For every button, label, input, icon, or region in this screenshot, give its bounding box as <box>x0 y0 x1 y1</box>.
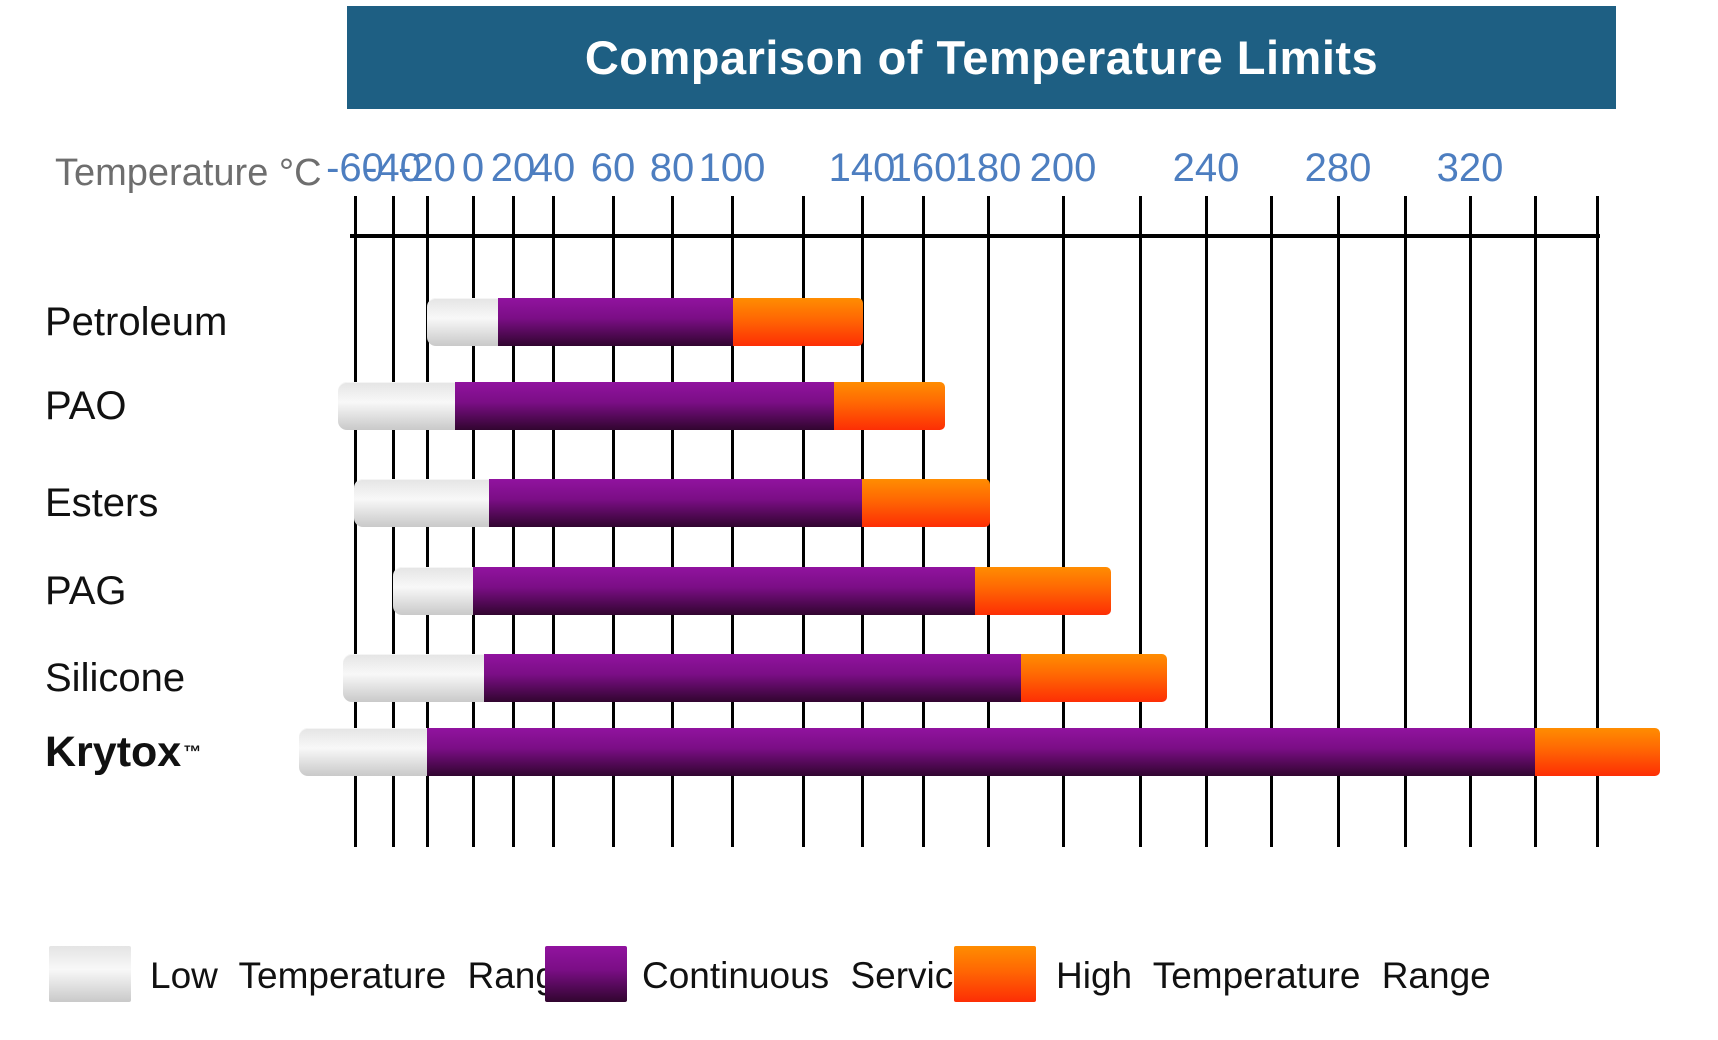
legend-swatch-service <box>545 946 627 1002</box>
axis-tick-label: -60 <box>326 146 384 190</box>
axis-tick-label: 100 <box>698 146 766 190</box>
axis-tick-label: 200 <box>1029 146 1097 190</box>
legend-label-service: Continuous Service <box>642 955 974 996</box>
axis-tick-label: -40 <box>364 146 422 190</box>
category-label: Silicone <box>45 655 186 700</box>
axis-tick-label: 160 <box>889 146 957 190</box>
bar-segment-low <box>427 298 498 346</box>
bar-segment-service <box>455 382 834 430</box>
gridline <box>1270 196 1273 847</box>
bar-segment-service <box>427 728 1535 776</box>
legend-label-high: High Temperature Range <box>1056 955 1491 996</box>
legend-label-low: Low Temperature Range <box>150 955 577 996</box>
bar-segment-service <box>484 654 1021 702</box>
axis-tick-label: -20 <box>398 146 456 190</box>
category-label: Krytox ™ <box>45 727 202 776</box>
bar-segment-low <box>343 654 484 702</box>
gridline <box>1205 196 1208 847</box>
axis-tick-label: 280 <box>1304 146 1372 190</box>
axis-title: Temperature °C <box>55 152 322 194</box>
gridline <box>1469 196 1472 847</box>
axis-tick-label: 140 <box>828 146 896 190</box>
category-label: PAG <box>45 568 127 613</box>
bar-segment-high <box>1535 728 1660 776</box>
bar-segment-service <box>498 298 733 346</box>
axis-tick-label: 20 <box>490 146 536 190</box>
bar-segment-high <box>1021 654 1167 702</box>
bar-segment-low <box>299 728 427 776</box>
bar-segment-high <box>862 479 990 527</box>
axis-tick-label: 320 <box>1436 146 1504 190</box>
bar-segment-low <box>338 382 455 430</box>
gridline <box>1337 196 1340 847</box>
category-label: PAO <box>45 383 127 428</box>
category-label: Esters <box>45 480 159 525</box>
axis-tick-label: 240 <box>1172 146 1240 190</box>
bar-segment-high <box>975 567 1111 615</box>
bar-segment-low <box>393 567 473 615</box>
title-banner: Comparison of Temperature Limits <box>347 6 1616 109</box>
bar-segment-high <box>733 298 863 346</box>
legend-swatch-high <box>954 946 1036 1002</box>
axis-tick-label: 80 <box>649 146 695 190</box>
gridline <box>1534 196 1537 847</box>
gridline <box>1062 196 1065 847</box>
gridline <box>1139 196 1142 847</box>
axis-tick-label: 60 <box>590 146 636 190</box>
chart-title: Comparison of Temperature Limits <box>584 31 1379 84</box>
legend-swatch-low <box>49 946 131 1002</box>
axis-tick-label: 40 <box>530 146 576 190</box>
gridline <box>1404 196 1407 847</box>
axis-tick-label: 0 <box>461 146 485 190</box>
category-label: Petroleum <box>45 299 228 344</box>
bar-segment-service <box>489 479 862 527</box>
gridline <box>1596 196 1599 847</box>
bar-segment-high <box>834 382 945 430</box>
bar-segment-low <box>354 479 489 527</box>
axis-line <box>350 234 1600 238</box>
bar-segment-service <box>473 567 975 615</box>
axis-tick-label: 180 <box>954 146 1022 190</box>
